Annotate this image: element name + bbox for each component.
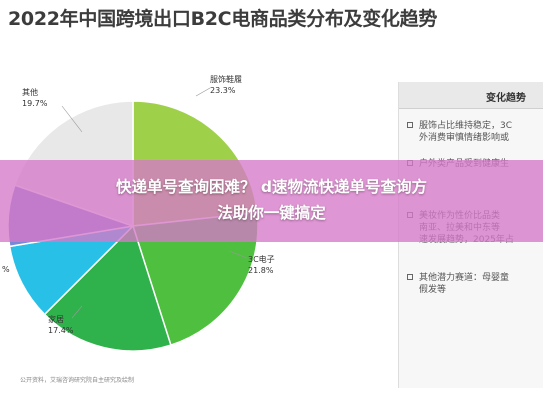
slice-value-label: %	[2, 265, 10, 274]
leader-line	[71, 305, 83, 319]
slice-value-label: 17.4%	[48, 326, 74, 335]
checkbox-icon	[407, 122, 413, 128]
slice-value-label: 23.3%	[210, 86, 236, 95]
slice-label: 其他	[22, 87, 38, 97]
trend-item-text: 其他潜力赛道：母婴童 假发等	[419, 273, 510, 295]
slice-value-label: 19.7%	[22, 99, 48, 108]
trend-item-text: 服饰占比维持稳定，3C 外消费审慎情绪影响或	[419, 121, 513, 143]
slice-value-label: 21.8%	[248, 266, 274, 275]
source-note: 公开资料，艾瑞咨询研究院自主研究及绘制	[20, 377, 135, 384]
banner-line-1: 快递单号查询困难？ d速物流快递单号查询方	[116, 178, 427, 196]
slice-label: 家居	[48, 314, 64, 324]
slice-label: 服饰鞋履	[210, 74, 242, 84]
overlay-banner[interactable]: 快递单号查询困难？ d速物流快递单号查询方 法助你一键搞定	[0, 160, 543, 242]
leader-line	[195, 87, 211, 97]
trend-panel-header: 变化趋势	[399, 82, 543, 109]
pie-labels: 服饰鞋履 23.3% 3C电子 21.8% 家居 17.4% 其他 19.7%%	[2, 74, 275, 335]
slice-label: 3C电子	[248, 254, 275, 264]
trend-panel-title: 变化趋势	[486, 93, 526, 104]
banner-text: 快递单号查询困难？ d速物流快递单号查询方 法助你一键搞定	[0, 174, 543, 226]
leader-line	[61, 105, 83, 133]
leader-line	[228, 250, 248, 259]
banner-line-2: 法助你一键搞定	[217, 204, 326, 222]
pie-slice	[43, 224, 172, 352]
checkbox-icon	[407, 274, 413, 280]
chart-title: 2022年中国跨境出口B2C电商品类分布及变化趋势	[8, 8, 438, 30]
pie-slice	[8, 224, 136, 316]
